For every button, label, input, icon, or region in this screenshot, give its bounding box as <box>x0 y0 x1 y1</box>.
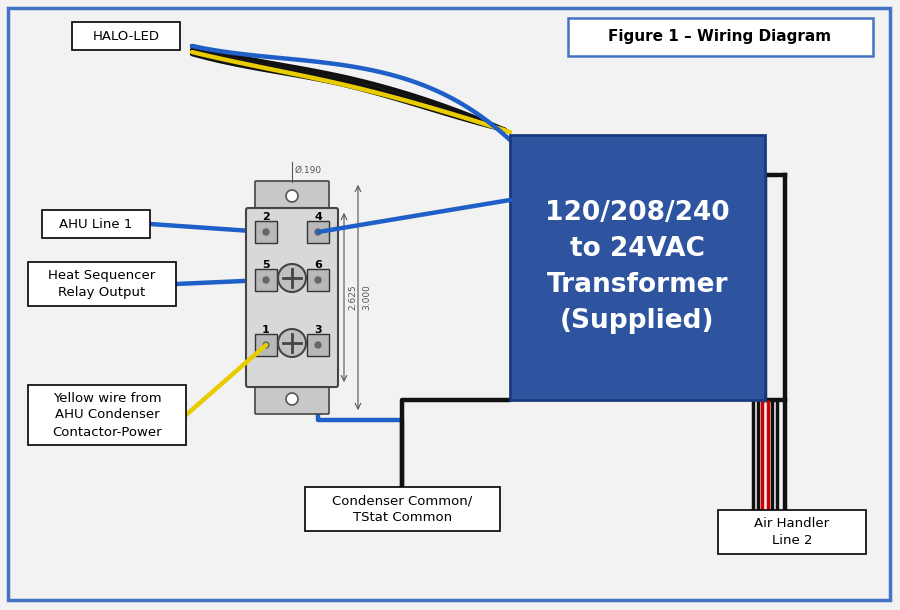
Bar <box>72 22 180 50</box>
Circle shape <box>315 277 321 283</box>
Bar <box>28 385 186 445</box>
Text: 6: 6 <box>314 260 322 270</box>
Bar <box>718 510 866 554</box>
Bar <box>510 135 765 400</box>
FancyBboxPatch shape <box>568 18 873 56</box>
Bar <box>305 487 500 531</box>
Text: Heat Sequencer
Relay Output: Heat Sequencer Relay Output <box>49 269 156 299</box>
Text: 5: 5 <box>262 260 270 270</box>
Bar <box>255 334 277 356</box>
FancyBboxPatch shape <box>255 384 329 414</box>
Bar <box>307 221 329 243</box>
Text: 3.000: 3.000 <box>362 284 371 310</box>
Text: 1: 1 <box>262 325 270 335</box>
Circle shape <box>286 190 298 202</box>
Text: 2: 2 <box>262 212 270 222</box>
Bar <box>42 210 150 238</box>
Circle shape <box>263 277 269 283</box>
Text: Yellow wire from
AHU Condenser
Contactor-Power: Yellow wire from AHU Condenser Contactor… <box>52 392 162 439</box>
Text: 3: 3 <box>314 325 322 335</box>
Bar <box>307 269 329 291</box>
Text: AHU Line 1: AHU Line 1 <box>59 218 132 231</box>
Circle shape <box>315 342 321 348</box>
Circle shape <box>278 264 306 292</box>
Text: Ø.190: Ø.190 <box>295 165 322 174</box>
Text: Condenser Common/
TStat Common: Condenser Common/ TStat Common <box>332 494 473 524</box>
Text: 2.625: 2.625 <box>348 285 357 310</box>
Bar <box>307 334 329 356</box>
Bar <box>255 221 277 243</box>
FancyBboxPatch shape <box>246 208 338 387</box>
Text: Air Handler
Line 2: Air Handler Line 2 <box>754 517 830 547</box>
Text: HALO-LED: HALO-LED <box>93 29 159 43</box>
Circle shape <box>263 229 269 235</box>
Circle shape <box>278 329 306 357</box>
FancyBboxPatch shape <box>8 8 890 600</box>
Text: Figure 1 – Wiring Diagram: Figure 1 – Wiring Diagram <box>608 29 832 45</box>
Circle shape <box>286 393 298 405</box>
FancyBboxPatch shape <box>255 181 329 211</box>
Text: 120/208/240
to 24VAC
Transformer
(Supplied): 120/208/240 to 24VAC Transformer (Suppli… <box>545 201 730 334</box>
Bar <box>28 262 176 306</box>
Text: 4: 4 <box>314 212 322 222</box>
Bar <box>255 269 277 291</box>
Circle shape <box>263 342 269 348</box>
Circle shape <box>315 229 321 235</box>
